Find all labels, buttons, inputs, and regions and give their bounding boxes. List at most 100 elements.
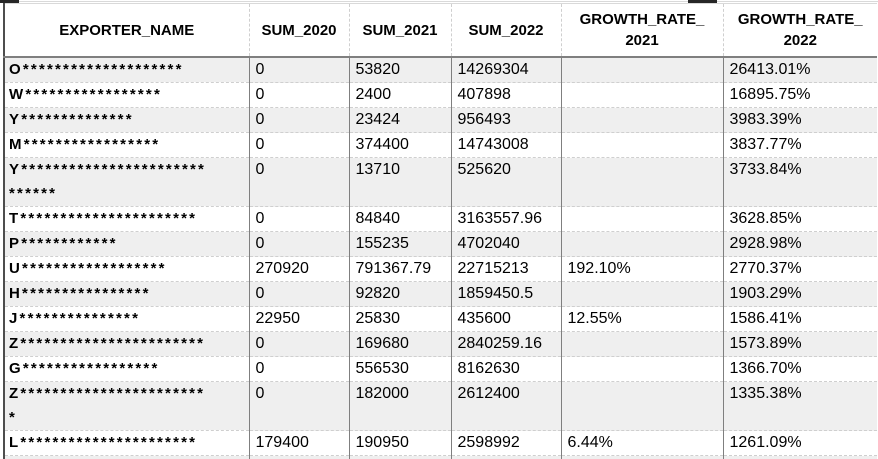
sum-2022-cell[interactable]: 2840259.16 — [451, 331, 562, 357]
sum-2020-cell[interactable]: 0 — [249, 231, 350, 257]
exporter-name-cell[interactable]: M***************** — [3, 132, 250, 158]
sum-2021-cell[interactable]: 84840 — [349, 206, 452, 232]
exporter-name-cell[interactable]: O******************** — [3, 57, 250, 83]
sum-2022-cell[interactable]: 2612400 — [451, 381, 562, 431]
growth-rate-2022-cell[interactable]: 1586.41% — [723, 306, 877, 332]
exporter-name-cell[interactable]: L********************** — [3, 430, 250, 456]
growth-rate-2021-cell[interactable] — [561, 157, 724, 207]
exporter-name-cell[interactable]: P************ — [3, 231, 250, 257]
growth-rate-2021-cell[interactable] — [561, 206, 724, 232]
sum-2021-cell[interactable]: 169680 — [349, 331, 452, 357]
col-header-sum-2021[interactable]: SUM_2021 — [349, 3, 452, 58]
sum-2022-cell[interactable]: 407898 — [451, 82, 562, 108]
sum-2020-cell[interactable]: 0 — [249, 281, 350, 307]
growth-rate-2022-cell[interactable]: 3837.77% — [723, 132, 877, 158]
growth-rate-2022-cell[interactable]: 1261.09% — [723, 430, 877, 456]
exporter-name-cell[interactable]: G***************** — [3, 356, 250, 382]
sum-2020-cell[interactable]: 22950 — [249, 306, 350, 332]
sum-2021-cell[interactable]: 13710 — [349, 157, 452, 207]
sum-2021-cell[interactable]: 155235 — [349, 231, 452, 257]
sum-2022-cell[interactable]: 1859450.5 — [451, 281, 562, 307]
table-row: Z*********************** 0 169680 284025… — [3, 331, 877, 357]
col-header-sum-2020[interactable]: SUM_2020 — [249, 3, 350, 58]
col-header-label: GROWTH_RATE_ — [737, 11, 863, 28]
col-header-sum-2022[interactable]: SUM_2022 — [451, 3, 562, 58]
sum-2022-cell[interactable]: 3163557.96 — [451, 206, 562, 232]
sum-2021-cell[interactable]: 182000 — [349, 381, 452, 431]
sum-2021-cell[interactable]: 53820 — [349, 57, 452, 83]
growth-rate-2021-cell[interactable] — [561, 281, 724, 307]
col-header-growth-rate-2022[interactable]: GROWTH_RATE_ 2022 — [723, 3, 877, 58]
growth-rate-2022-cell[interactable]: 1366.70% — [723, 356, 877, 382]
growth-rate-2022-cell[interactable]: 2770.37% — [723, 256, 877, 282]
col-header-label: EXPORTER_NAME — [59, 21, 195, 39]
sum-2020-cell[interactable]: 0 — [249, 331, 350, 357]
growth-rate-2021-cell[interactable] — [561, 57, 724, 83]
sum-2021-cell[interactable]: 791367.79 — [349, 256, 452, 282]
sum-2021-cell[interactable]: 2400 — [349, 82, 452, 108]
sum-2022-cell[interactable]: 435600 — [451, 306, 562, 332]
growth-rate-2022-cell[interactable]: 3983.39% — [723, 107, 877, 133]
growth-rate-2022-cell[interactable]: 1335.38% — [723, 381, 877, 431]
growth-rate-2021-cell[interactable]: 192.10% — [561, 256, 724, 282]
growth-rate-2021-cell[interactable] — [561, 381, 724, 431]
growth-rate-2022-cell[interactable]: 3733.84% — [723, 157, 877, 207]
sum-2021-cell[interactable]: 190950 — [349, 430, 452, 456]
sum-2020-cell — [249, 455, 350, 459]
growth-rate-2021-cell[interactable] — [561, 356, 724, 382]
growth-rate-2021-cell[interactable] — [561, 231, 724, 257]
exporter-name-cell[interactable]: Z*********************** * — [3, 381, 250, 431]
sum-2021-cell[interactable]: 25830 — [349, 306, 452, 332]
sum-2021-cell — [349, 455, 452, 459]
sum-2022-cell[interactable]: 2598992 — [451, 430, 562, 456]
sum-2020-cell[interactable]: 270920 — [249, 256, 350, 282]
sum-2021-cell[interactable]: 556530 — [349, 356, 452, 382]
exporter-name-cell[interactable]: W***************** — [3, 82, 250, 108]
sum-2022-cell[interactable]: 14269304 — [451, 57, 562, 83]
sum-2020-cell[interactable]: 0 — [249, 82, 350, 108]
crop-artifact-left — [0, 0, 19, 3]
exporter-name-cell[interactable]: Z*********************** — [3, 331, 250, 357]
sum-2022-cell[interactable]: 8162630 — [451, 356, 562, 382]
growth-rate-2021-cell[interactable]: 6.44% — [561, 430, 724, 456]
sum-2022-cell[interactable]: 22715213 — [451, 256, 562, 282]
sum-2021-cell[interactable]: 23424 — [349, 107, 452, 133]
exporter-name-cell[interactable]: Y*********************** ****** — [3, 157, 250, 207]
sum-2020-cell[interactable]: 0 — [249, 356, 350, 382]
sum-2022-cell[interactable]: 956493 — [451, 107, 562, 133]
sum-2020-cell[interactable]: 0 — [249, 132, 350, 158]
growth-rate-2021-cell[interactable] — [561, 132, 724, 158]
table-row: T********************** 0 84840 3163557.… — [3, 206, 877, 232]
growth-rate-2022-cell[interactable]: 1573.89% — [723, 331, 877, 357]
sum-2020-cell[interactable]: 179400 — [249, 430, 350, 456]
sum-2022-cell[interactable]: 525620 — [451, 157, 562, 207]
sum-2020-cell[interactable]: 0 — [249, 381, 350, 431]
exporter-name-cell[interactable]: Y************** — [3, 107, 250, 133]
sum-2020-cell[interactable]: 0 — [249, 206, 350, 232]
growth-rate-2022-cell[interactable]: 26413.01% — [723, 57, 877, 83]
exporter-name-cell[interactable]: J*************** — [3, 306, 250, 332]
sum-2020-cell[interactable]: 0 — [249, 107, 350, 133]
table-row: H**************** 0 92820 1859450.5 1903… — [3, 281, 877, 307]
growth-rate-2022-cell[interactable]: 16895.75% — [723, 82, 877, 108]
growth-rate-2021-cell[interactable] — [561, 107, 724, 133]
sum-2020-cell[interactable]: 0 — [249, 57, 350, 83]
exporter-name-cell[interactable]: T********************** — [3, 206, 250, 232]
growth-rate-2022-cell[interactable]: 3628.85% — [723, 206, 877, 232]
growth-rate-2022-cell[interactable]: 2928.98% — [723, 231, 877, 257]
exporter-name-cell[interactable]: H**************** — [3, 281, 250, 307]
growth-rate-2021-cell[interactable]: 12.55% — [561, 306, 724, 332]
sum-2020-cell[interactable]: 0 — [249, 157, 350, 207]
growth-rate-2022-cell[interactable]: 1903.29% — [723, 281, 877, 307]
growth-rate-2021-cell[interactable] — [561, 331, 724, 357]
col-header-exporter-name[interactable]: EXPORTER_NAME — [3, 3, 250, 58]
sum-2021-cell[interactable]: 374400 — [349, 132, 452, 158]
sum-2022-cell[interactable]: 14743008 — [451, 132, 562, 158]
table-row: L********************** 179400 190950 25… — [3, 430, 877, 456]
sum-2021-cell[interactable]: 92820 — [349, 281, 452, 307]
sum-2022-cell[interactable]: 4702040 — [451, 231, 562, 257]
exporter-name-cell[interactable]: U****************** — [3, 256, 250, 282]
growth-rate-2021-cell[interactable] — [561, 82, 724, 108]
col-header-growth-rate-2021[interactable]: GROWTH_RATE_ 2021 — [561, 3, 724, 58]
